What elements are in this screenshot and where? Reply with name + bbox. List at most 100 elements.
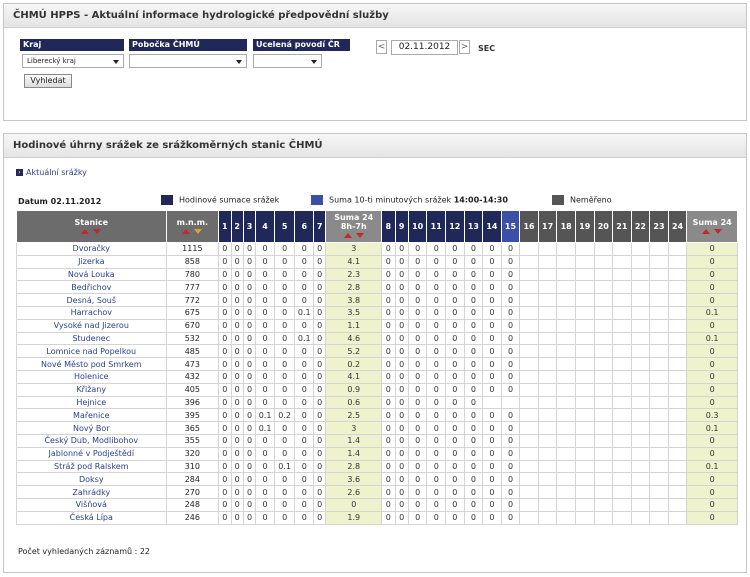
sum-cell: 3 <box>325 242 383 256</box>
col-hour-2: 2 <box>230 210 244 243</box>
hour-cell: 0 <box>294 318 315 333</box>
date-input[interactable]: 02.11.2012 <box>391 40 458 55</box>
hour-cell-empty <box>649 267 669 282</box>
povodi-select[interactable] <box>253 54 322 68</box>
hour-cell-empty <box>537 318 558 333</box>
hour-cell: 0 <box>482 510 502 525</box>
hour-cell-empty <box>556 280 576 295</box>
col-mnm: m.n.m. <box>165 210 220 243</box>
hour-cell: 0 <box>394 408 409 423</box>
pobocka-label: Pobočka ČHMÚ <box>129 39 247 51</box>
hour-cell: 0 <box>218 446 232 461</box>
hour-cell: 0 <box>294 254 315 269</box>
hour-cell: 0 <box>426 485 447 499</box>
hour-cell: 0 <box>500 331 521 346</box>
hour-cell: 0 <box>463 472 484 487</box>
hour-cell: 0 <box>218 433 232 448</box>
hour-cell-empty <box>574 305 595 320</box>
hour-cell: 0 <box>230 331 244 346</box>
kraj-select[interactable]: Liberecký kraj <box>22 54 124 68</box>
station-link[interactable]: Zahrádky <box>16 485 167 499</box>
table-row: Jablonné v Podještědí 320 0 0 0 0 0 0 0 1.4 0 0 0 0 0 0… <box>16 446 738 461</box>
station-link[interactable]: Stráž pod Ralskem <box>16 459 167 474</box>
altitude-cell: 320 <box>165 446 220 461</box>
hour-cell: 0 <box>242 357 257 371</box>
sort-asc-icon[interactable] <box>702 228 711 234</box>
hour-cell: 0 <box>273 421 296 435</box>
hour-cell-empty <box>612 446 632 461</box>
station-link[interactable]: Nová Louka <box>16 267 167 282</box>
station-link[interactable]: Mařenice <box>16 408 167 423</box>
pobocka-select[interactable] <box>129 54 247 68</box>
hour-cell: 0 <box>500 318 521 333</box>
col-hour-1: 1 <box>218 210 232 243</box>
hour-cell: 0 <box>482 318 502 333</box>
hour-cell: 0 <box>273 267 296 282</box>
station-link[interactable]: Český Dub, Modlibohov <box>16 433 167 448</box>
hour-cell: 0 <box>482 459 502 474</box>
station-link[interactable]: Holenice <box>16 369 167 384</box>
station-link[interactable]: Višňová <box>16 497 167 512</box>
hour-cell: 0 <box>255 331 275 346</box>
hour-cell: 0 <box>500 293 521 307</box>
station-link[interactable]: Dvoračky <box>16 242 167 256</box>
station-link[interactable]: Hejnice <box>16 395 167 410</box>
hour-cell-empty <box>519 433 539 448</box>
station-link[interactable]: Křižany <box>16 382 167 397</box>
station-link[interactable]: Vysoké nad Jizerou <box>16 318 167 333</box>
station-link[interactable]: Harrachov <box>16 305 167 320</box>
hour-cell: 0 <box>313 242 327 256</box>
hour-cell: 0 <box>381 472 396 487</box>
station-link[interactable]: Jablonné v Podještědí <box>16 446 167 461</box>
hour-cell: 0 <box>500 497 521 512</box>
hour-cell: 0 <box>313 382 327 397</box>
hour-cell-empty <box>612 459 632 474</box>
station-link[interactable]: Jizerka <box>16 254 167 269</box>
sort-asc-icon[interactable] <box>343 233 352 238</box>
sort-asc-icon[interactable] <box>81 228 90 234</box>
station-link[interactable]: Česká Lípa <box>16 510 167 525</box>
hour-cell: 0 <box>381 408 396 423</box>
sum24-cell: 0 <box>686 369 738 384</box>
hour-cell: 0 <box>500 408 521 423</box>
altitude-cell: 780 <box>165 267 220 282</box>
station-link[interactable]: Nový Bor <box>16 421 167 435</box>
hour-cell: 0 <box>407 433 428 448</box>
hour-cell: 0 <box>463 344 484 359</box>
station-link[interactable]: Desná, Souš <box>16 293 167 307</box>
current-precip-link[interactable]: › Aktuální srážky <box>16 168 87 177</box>
date-label: Datum 02.11.2012 <box>18 197 102 206</box>
hour-cell-empty <box>519 344 539 359</box>
hour-cell: 0 <box>230 305 244 320</box>
hour-cell: 0 <box>482 446 502 461</box>
hour-cell-empty <box>519 510 539 525</box>
hour-cell: 0 <box>407 485 428 499</box>
station-link[interactable]: Doksy <box>16 472 167 487</box>
station-link[interactable]: Studenec <box>16 331 167 346</box>
hour-cell: 0 <box>313 293 327 307</box>
hour-cell: 0 <box>426 242 447 256</box>
hour-cell-empty <box>593 395 614 410</box>
station-link[interactable]: Nové Město pod Smrkem <box>16 357 167 371</box>
sort-desc-icon[interactable] <box>714 228 723 234</box>
sort-desc-icon[interactable] <box>355 233 364 238</box>
legend-item-notmeasured: Neměřeno <box>552 195 612 205</box>
hour-cell: 0 <box>242 382 257 397</box>
sort-desc-icon[interactable] <box>93 228 102 234</box>
hour-cell: 0 <box>230 408 244 423</box>
search-button[interactable]: Vyhledat <box>24 74 72 88</box>
sum24-cell: 0 <box>686 395 738 410</box>
hour-cell: 0 <box>482 382 502 397</box>
hour-cell: 0 <box>242 318 257 333</box>
prev-date-button[interactable]: < <box>376 40 387 54</box>
hour-cell-empty <box>537 369 558 384</box>
sort-desc-icon[interactable] <box>194 228 203 234</box>
station-link[interactable]: Lomnice nad Popelkou <box>16 344 167 359</box>
hour-cell-empty <box>593 497 614 512</box>
hour-cell: 0 <box>463 369 484 384</box>
next-date-button[interactable]: > <box>459 40 470 54</box>
hour-cell-empty <box>556 446 576 461</box>
hour-cell-empty <box>649 421 669 435</box>
sort-asc-icon[interactable] <box>182 228 191 234</box>
station-link[interactable]: Bedřichov <box>16 280 167 295</box>
